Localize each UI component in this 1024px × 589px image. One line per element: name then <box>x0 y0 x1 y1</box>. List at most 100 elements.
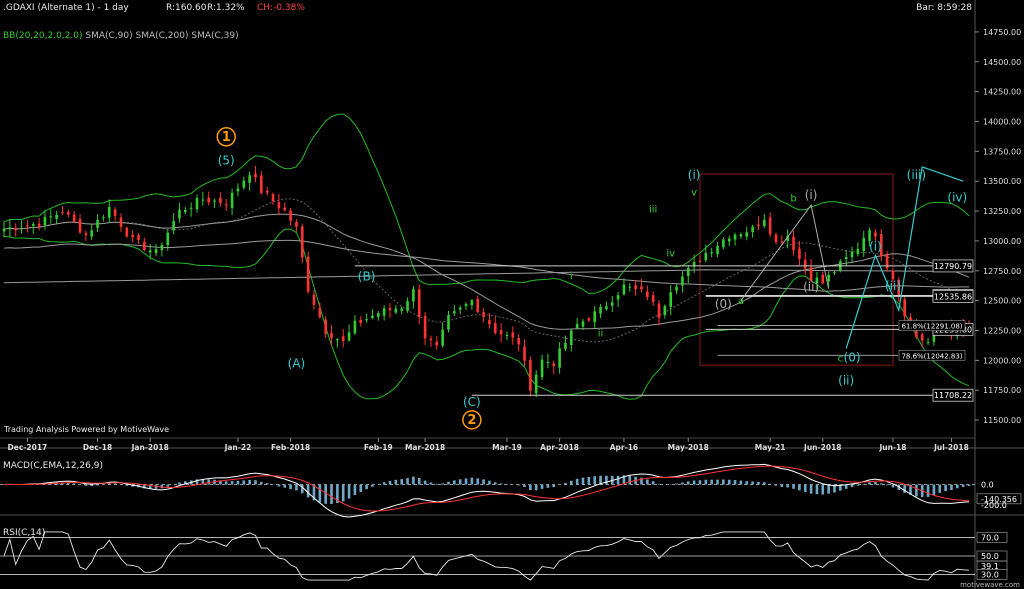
x-tick-label: May-21 <box>755 443 786 452</box>
candle-body <box>821 274 825 284</box>
macd-histogram-bar <box>605 475 608 485</box>
y-tick-label: 12750.00 <box>983 267 1021 276</box>
candle-body <box>376 313 380 318</box>
macd-histogram-bar <box>90 484 94 487</box>
candle-body <box>300 226 304 258</box>
candle-body <box>827 274 830 282</box>
macd-histogram-bar <box>336 484 339 504</box>
price-level-label: 12535.86 <box>934 292 972 301</box>
macd-histogram-bar <box>394 479 398 485</box>
candle-body <box>453 311 456 314</box>
x-tick-label: Mar-2018 <box>405 443 445 452</box>
candle-body <box>862 237 866 252</box>
macd-histogram-bar <box>675 483 678 485</box>
y-tick-label: 13000.00 <box>983 237 1021 246</box>
wave-label: a <box>738 296 744 307</box>
candle-body <box>482 312 485 318</box>
wave-label: 2 <box>467 413 476 428</box>
macd-histogram-bar <box>441 483 444 485</box>
macd-histogram-bar <box>640 477 643 485</box>
candle-body <box>359 319 363 324</box>
candle-body <box>119 217 123 227</box>
macd-histogram-bar <box>593 476 597 485</box>
candle-body <box>564 342 567 350</box>
macd-histogram-bar <box>745 481 749 485</box>
macd-histogram-bar <box>575 478 579 485</box>
candle-body <box>722 239 725 248</box>
wave-label: ii <box>598 328 604 339</box>
macd-histogram-bar <box>961 484 965 488</box>
y-tick-label: 12500.00 <box>983 297 1021 306</box>
candle-body <box>417 289 421 317</box>
candle-body <box>125 227 129 237</box>
macd-signal-line <box>4 465 970 512</box>
candle-body <box>593 311 597 323</box>
candle-body <box>669 292 673 307</box>
candle-body <box>757 224 760 227</box>
macd-histogram-bar <box>260 481 263 485</box>
wave-label: 1 <box>222 130 231 145</box>
candle-body <box>178 209 181 219</box>
macd-histogram-bar <box>762 482 766 485</box>
macd-histogram-bar <box>166 484 170 487</box>
macd-histogram-bar <box>84 484 88 486</box>
macd-histogram-bar <box>412 476 415 485</box>
macd-histogram-bar <box>915 484 918 497</box>
macd-histogram-bar <box>289 484 292 490</box>
wave-circle-marker <box>462 410 482 430</box>
macd-histogram-bar <box>569 480 573 485</box>
candle-body <box>330 332 333 339</box>
candle-body <box>663 305 667 316</box>
candle-body <box>534 374 538 394</box>
macd-histogram-bar <box>347 484 351 499</box>
candle-body <box>897 279 901 297</box>
wave-label: (A) <box>288 357 306 371</box>
macd-histogram-bar <box>786 484 790 488</box>
y-tick-label: 12000.00 <box>983 356 1021 365</box>
wave-label: (B) <box>358 269 376 283</box>
macd-histogram-bar <box>967 484 971 487</box>
candle-body <box>371 315 374 318</box>
x-tick-label: Jul-2018 <box>933 443 969 452</box>
candle-body <box>447 314 450 330</box>
macd-histogram-bar <box>435 483 439 485</box>
candle-body <box>850 251 854 258</box>
sma-200-line <box>3 269 969 284</box>
candle-body <box>49 216 53 218</box>
macd-histogram-bar <box>113 483 117 485</box>
candle-body <box>575 323 579 329</box>
candle-body <box>745 232 749 237</box>
sma-39-line <box>3 213 970 330</box>
rsi-tick-label: 50.0 <box>981 552 999 561</box>
candle-body <box>710 252 713 254</box>
candle-body <box>868 230 871 241</box>
macd-histogram-bar <box>61 482 64 485</box>
macd-tick-label: -140.356 <box>981 495 1017 504</box>
candle-body <box>926 342 930 344</box>
macd-histogram-bar <box>265 483 269 485</box>
macd-histogram-bar <box>862 483 866 485</box>
sma-90-line <box>3 239 969 292</box>
candle-body <box>529 360 532 391</box>
macd-histogram-bar <box>365 484 368 490</box>
candle-body <box>254 173 257 178</box>
candle-body <box>219 197 222 204</box>
macd-histogram-bar <box>277 484 281 487</box>
price-level-box <box>932 259 974 273</box>
macd-histogram-bar <box>400 479 404 485</box>
macd-line <box>3 463 970 518</box>
overlay-sma90: SMA(C,90) <box>85 31 133 41</box>
macd-histogram-bar <box>716 479 719 485</box>
overlay-legend: BB(20,20,2.0,2.0) SMA(C,90) SMA(C,200) S… <box>3 31 239 41</box>
wave-label: (ii) <box>885 279 901 293</box>
candle-body <box>318 307 322 317</box>
candle-body <box>20 228 23 230</box>
macd-histogram-bar <box>523 484 526 488</box>
candle-body <box>166 232 170 246</box>
candle-body <box>394 308 398 313</box>
wave-projection-line <box>845 166 964 349</box>
candle-body <box>616 295 620 300</box>
macd-histogram-bar <box>792 484 795 489</box>
candle-body <box>628 286 632 288</box>
